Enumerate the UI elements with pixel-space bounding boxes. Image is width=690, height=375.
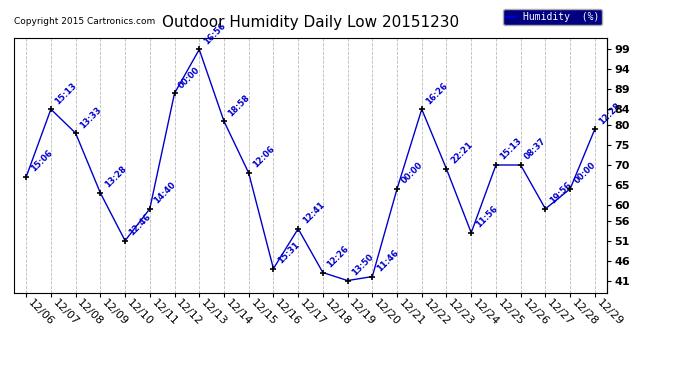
Text: 12:06: 12:06 [251, 144, 277, 170]
Text: 12:41: 12:41 [301, 200, 326, 226]
Text: 16:56: 16:56 [201, 21, 227, 46]
Text: 00:00: 00:00 [177, 65, 202, 90]
Text: 13:50: 13:50 [350, 252, 375, 278]
Text: 12:46: 12:46 [128, 212, 153, 237]
Text: 13:33: 13:33 [78, 105, 104, 130]
Text: 12:28: 12:28 [598, 100, 622, 126]
Text: 00:00: 00:00 [573, 161, 598, 186]
Text: 19:56: 19:56 [548, 180, 573, 206]
Text: Copyright 2015 Cartronics.com: Copyright 2015 Cartronics.com [14, 17, 155, 26]
Text: 15:31: 15:31 [276, 240, 301, 266]
Text: 08:37: 08:37 [523, 137, 548, 162]
Text: 18:58: 18:58 [226, 93, 252, 118]
Legend: Humidity  (%): Humidity (%) [502, 9, 602, 25]
Text: 15:13: 15:13 [53, 81, 79, 106]
Text: 15:13: 15:13 [498, 136, 524, 162]
Text: 22:21: 22:21 [449, 140, 474, 166]
Text: 11:56: 11:56 [474, 204, 499, 230]
Text: 15:06: 15:06 [29, 148, 54, 174]
Text: 11:46: 11:46 [375, 248, 400, 273]
Text: Outdoor Humidity Daily Low 20151230: Outdoor Humidity Daily Low 20151230 [162, 15, 459, 30]
Text: 14:40: 14:40 [152, 180, 177, 206]
Text: 16:26: 16:26 [424, 81, 450, 106]
Text: 00:00: 00:00 [400, 161, 424, 186]
Text: 12:26: 12:26 [326, 244, 351, 269]
Text: 13:28: 13:28 [103, 165, 128, 190]
